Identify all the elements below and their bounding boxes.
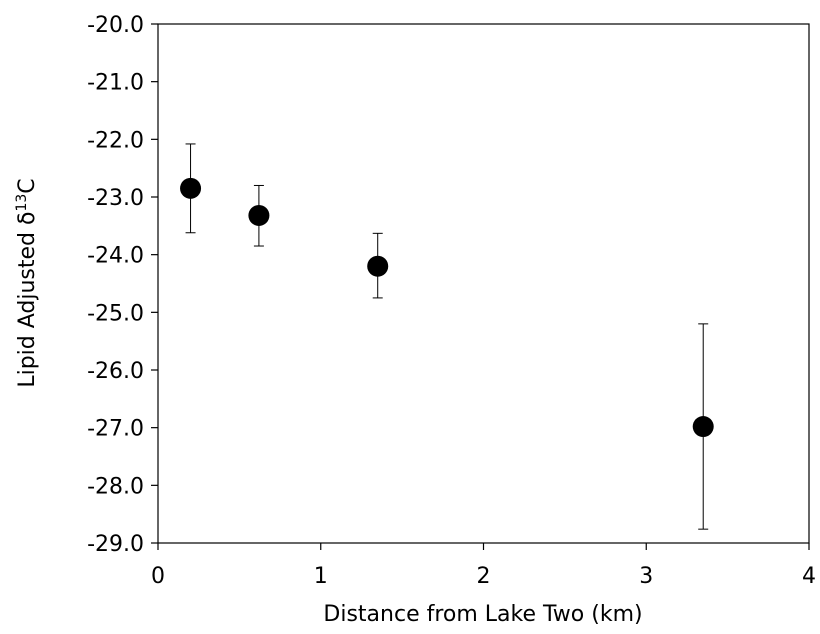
y-tick-label: -28.0 [87,474,144,499]
plot-area [157,23,810,544]
data-point [367,255,389,277]
data-point [180,177,202,199]
y-axis-title-superscript: 13 [14,194,30,212]
x-tick-label: 3 [639,564,653,589]
y-axis-ticks: -20.0 -21.0 -22.0 -23.0 -24.0 -25.0 -26.0 -27.0… [87,13,158,557]
x-tick-label: 1 [314,564,328,589]
data-point [248,204,270,226]
y-tick-label: -20.0 [87,13,144,38]
y-tick-label: -26.0 [87,359,144,384]
y-tick-label: -25.0 [87,301,144,326]
y-tick-label: -29.0 [87,532,144,557]
x-axis-ticks: 0 1 2 3 4 [151,543,816,589]
y-axis-title-prefix: Lipid Adjusted δ [15,212,40,388]
y-tick-label: -22.0 [87,128,144,153]
y-tick-label: -27.0 [87,417,144,442]
y-tick-label: -21.0 [87,71,144,96]
y-tick-label: -23.0 [87,186,144,211]
x-axis-title: Distance from Lake Two (km) [323,602,642,627]
x-tick-label: 2 [477,564,491,589]
x-tick-label: 0 [151,564,165,589]
x-tick-label: 4 [802,564,816,589]
y-axis-title: Lipid Adjusted δ13C [14,178,40,387]
y-tick-label: -24.0 [87,244,144,269]
y-axis-title-suffix: C [15,178,40,193]
data-points [180,177,714,438]
data-point [692,416,714,438]
